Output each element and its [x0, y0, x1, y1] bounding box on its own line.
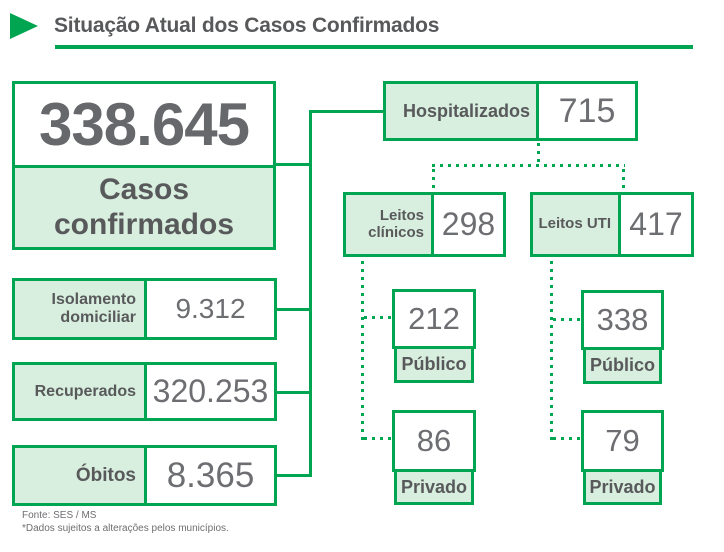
- footer-note: *Dados sujeitos a alterações pelos munic…: [22, 523, 229, 534]
- dotted-clinical-private-h: [364, 437, 392, 440]
- dotted-icu-private-h: [553, 437, 581, 440]
- dotted-hospitalized-down: [537, 143, 540, 163]
- stat-box-obitos: Óbitos 8.365: [12, 445, 277, 506]
- clinical-private-value: 86: [392, 410, 476, 472]
- dotted-icu-trunk: [550, 261, 553, 441]
- icu-public-label: Público: [583, 347, 662, 384]
- recuperados-label: Recuperados: [15, 365, 147, 418]
- icu-public-box: 338 Público: [581, 290, 664, 384]
- icu-beds-value: 417: [629, 206, 683, 242]
- clinical-public-box: 212 Público: [392, 289, 476, 383]
- hospitalized-box: Hospitalizados 715: [383, 81, 638, 141]
- recuperados-value: 320.253: [152, 373, 269, 409]
- footer-source: Fonte: SES / MS: [22, 510, 97, 521]
- stat-box-isolamento: Isolamento domiciliar 9.312: [12, 278, 277, 340]
- connector-trunk-v: [309, 110, 312, 477]
- dotted-clinical-down: [432, 169, 435, 192]
- clinical-public-value: 212: [392, 289, 476, 349]
- dotted-clinical-trunk: [361, 261, 364, 443]
- connector-recuperados-h: [277, 391, 309, 394]
- isolamento-value: 9.312: [175, 293, 246, 324]
- connector-isolamento-h: [277, 308, 309, 311]
- connector-hospitalized-h: [312, 110, 383, 113]
- dotted-icu-down: [622, 169, 625, 192]
- connector-main-h: [276, 163, 312, 166]
- icu-public-value: 338: [581, 290, 664, 350]
- clinical-public-label: Público: [394, 346, 474, 383]
- page-title: Situação Atual dos Casos Confirmados: [54, 14, 440, 37]
- clinical-beds-box: Leitos clínicos 298: [343, 192, 506, 257]
- icu-beds-box: Leitos UTI 417: [530, 192, 694, 257]
- confirmed-cases-box: 338.645 Casos confirmados: [12, 81, 276, 250]
- clinical-beds-label: Leitos clínicos: [346, 195, 434, 254]
- dotted-clinical-public-h: [364, 316, 392, 319]
- dotted-beds-h: [432, 164, 625, 167]
- hospitalized-label: Hospitalizados: [386, 84, 539, 138]
- stat-box-recuperados: Recuperados 320.253: [12, 362, 277, 421]
- confirmed-cases-value: 338.645: [39, 91, 250, 158]
- clinical-private-box: 86 Privado: [392, 410, 476, 505]
- confirmed-cases-label: Casos confirmados: [15, 165, 273, 247]
- title-underline: [55, 45, 693, 49]
- isolamento-label: Isolamento domiciliar: [15, 281, 147, 337]
- icu-private-box: 79 Privado: [581, 410, 664, 505]
- connector-obitos-h: [277, 474, 309, 477]
- icu-beds-label: Leitos UTI: [533, 195, 621, 254]
- clinical-private-label: Privado: [394, 469, 474, 505]
- clinical-beds-value: 298: [441, 206, 496, 242]
- icu-private-label: Privado: [583, 469, 662, 505]
- icu-private-value: 79: [581, 410, 664, 472]
- obitos-label: Óbitos: [15, 448, 147, 503]
- dotted-icu-public-h: [553, 318, 581, 321]
- hospitalized-value: 715: [558, 91, 616, 130]
- obitos-value: 8.365: [166, 455, 255, 495]
- title-arrow-icon: [10, 13, 38, 39]
